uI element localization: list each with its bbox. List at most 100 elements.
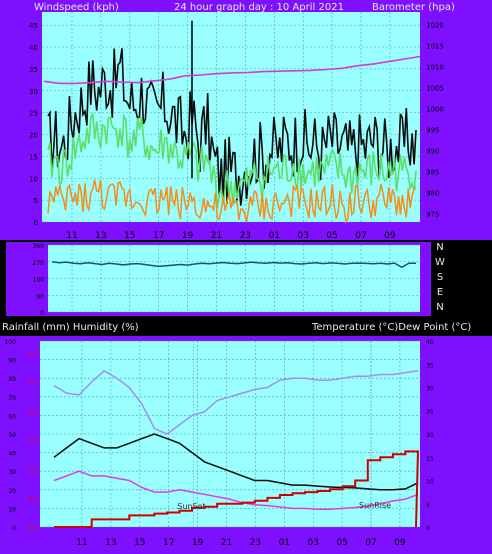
- barometer-tick-label: 1010: [426, 64, 444, 72]
- rainfall-tick-label: 0.0: [28, 525, 38, 532]
- hour-tick-label: 15: [124, 231, 135, 241]
- climate-axes: 01020304050607080901000.00.51.01.52.02.5…: [5, 339, 434, 548]
- humidity-tick-label: 60: [8, 413, 16, 420]
- barometer-tick-label: 1000: [426, 106, 444, 114]
- barometer-tick-label: 1005: [426, 85, 444, 93]
- temperature-tick-label: 30: [426, 386, 434, 393]
- barometer-axis-title: Barometer (hpa): [372, 2, 455, 13]
- hour-tick-label: 09: [384, 231, 396, 241]
- temperature-tick-label: 0: [426, 525, 430, 532]
- hour-tick-label: 05: [336, 538, 347, 548]
- hour-tick-label: 23: [250, 538, 261, 548]
- hour-tick-label: 05: [326, 231, 337, 241]
- hour-tick-label: 17: [163, 538, 174, 548]
- dew-point-line: [53, 470, 419, 511]
- gust-line: [47, 48, 417, 206]
- wind-tick-label: 15: [29, 153, 38, 161]
- compass-label: N: [436, 302, 443, 313]
- sunrise-label: SunRise: [359, 501, 391, 510]
- temperature-tick-label: 5: [426, 502, 430, 509]
- hour-tick-label: 19: [182, 231, 194, 241]
- direction-tick-label: 180: [33, 277, 45, 284]
- compass-label: N: [436, 242, 443, 253]
- direction-tick-label: 90: [36, 293, 44, 300]
- humidity-tick-label: 20: [8, 488, 16, 495]
- humidity-tick-label: 40: [8, 451, 16, 458]
- hour-tick-label: 21: [211, 231, 222, 241]
- wind-tick-label: 45: [29, 22, 38, 30]
- wind-tick-label: 40: [29, 44, 38, 52]
- wind-tick-label: 0: [34, 219, 38, 227]
- direction-tick-label: 270: [33, 260, 45, 267]
- barometer-line: [43, 55, 421, 85]
- humidity-tick-label: 80: [8, 376, 16, 383]
- wind-tick-label: 20: [29, 132, 38, 140]
- barometer-tick-label: 975: [426, 211, 439, 219]
- hour-tick-label: 13: [105, 538, 116, 548]
- hour-tick-label: 19: [192, 538, 204, 548]
- hour-tick-label: 17: [153, 231, 164, 241]
- rainfall-tick-label: 1.0: [28, 467, 38, 474]
- humidity-tick-label: 50: [8, 432, 16, 439]
- rainfall-tick-label: 1.5: [28, 438, 38, 445]
- wind-tick-label: 5: [34, 197, 38, 205]
- compass-label: E: [437, 287, 443, 298]
- hour-tick-label: 07: [365, 538, 376, 548]
- temperature-line: [53, 433, 419, 491]
- hour-tick-label: 07: [355, 231, 366, 241]
- direction-grid: [48, 244, 420, 313]
- hour-tick-label: 03: [307, 538, 318, 548]
- hour-tick-label: 11: [76, 538, 87, 548]
- temperature-tick-label: 10: [426, 479, 434, 486]
- wind-tick-label: 10: [29, 175, 38, 183]
- wind-tick-label: 30: [29, 88, 38, 96]
- temperature-tick-label: 20: [426, 432, 434, 439]
- direction-series: [51, 261, 416, 269]
- direction-tick-label: 0: [40, 310, 44, 317]
- average-wind-line: [47, 112, 417, 209]
- rainfall-tick-label: 2.5: [28, 380, 38, 387]
- hour-tick-label: 01: [269, 231, 280, 241]
- wind-grid: [42, 12, 420, 223]
- wind-speed-line: [47, 179, 417, 225]
- barometer-tick-label: 985: [426, 169, 439, 177]
- temperature-tick-label: 35: [426, 362, 434, 369]
- direction-axes: 0 90 180 270 360: [33, 243, 45, 317]
- windspeed-axis-title: Windspeed (kph): [34, 2, 119, 13]
- barometer-tick-label: 980: [426, 190, 439, 198]
- barometer-tick-label: 1020: [426, 22, 444, 30]
- humidity-tick-label: 30: [8, 469, 16, 476]
- hour-tick-label: 11: [66, 231, 77, 241]
- humidity-tick-label: 70: [8, 395, 16, 402]
- sunset-label: SunSet: [177, 502, 205, 511]
- compass-label: S: [437, 272, 443, 283]
- hour-tick-label: 09: [394, 538, 406, 548]
- temperature-dewpoint-axis-title: Temperature (°C)Dew Point (°C): [311, 322, 471, 333]
- temperature-tick-label: 40: [426, 339, 434, 346]
- rainfall-tick-label: 3.0: [28, 351, 38, 358]
- barometer-tick-label: 1015: [426, 43, 444, 51]
- hour-tick-label: 13: [95, 231, 106, 241]
- wind-tick-label: 25: [29, 110, 38, 118]
- wind-tick-label: 35: [29, 66, 38, 74]
- graph-date-title: 24 hour graph day : 10 April 2021: [174, 2, 344, 13]
- hour-tick-label: 15: [134, 538, 145, 548]
- hour-tick-label: 01: [279, 538, 290, 548]
- rainfall-tick-label: 0.5: [28, 496, 38, 503]
- humidity-tick-label: 10: [8, 506, 16, 513]
- rain-humidity-axis-title: Rainfall (mm) Humidity (%): [2, 322, 139, 333]
- hour-tick-label: 03: [297, 231, 308, 241]
- humidity-tick-label: 90: [8, 358, 16, 365]
- temperature-tick-label: 15: [426, 455, 434, 462]
- hour-tick-label: 23: [240, 231, 251, 241]
- direction-tick-label: 360: [33, 243, 45, 250]
- rainfall-line: [54, 450, 420, 528]
- compass-label: W: [435, 257, 445, 268]
- humidity-tick-label: 0: [12, 525, 16, 532]
- climate-series: SunSet SunRise: [53, 341, 420, 528]
- barometer-tick-label: 990: [426, 148, 439, 156]
- barometer-tick-label: 995: [426, 127, 439, 135]
- rainfall-tick-label: 2.0: [28, 409, 38, 416]
